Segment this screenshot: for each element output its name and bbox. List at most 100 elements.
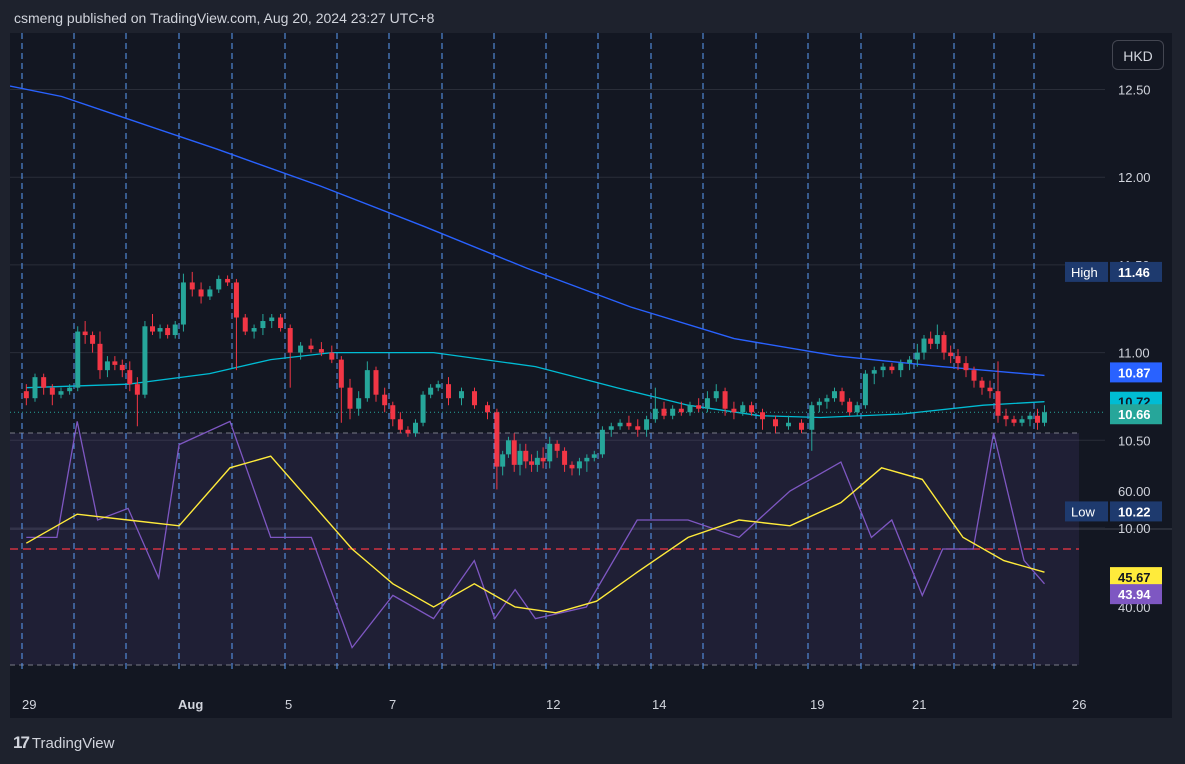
candle-body [576,461,582,469]
candle-body [494,412,500,467]
candle-body [562,450,568,465]
candle-body [298,345,304,353]
candle-body [1011,419,1017,423]
ma-long-line [10,85,1045,377]
ma-short-line [26,351,1045,419]
candle-body [472,391,477,406]
candle-body [269,317,275,322]
candle-body [979,380,985,388]
candle-body [517,450,523,465]
currency-button[interactable]: HKD [1112,40,1164,70]
candle-body [599,429,605,455]
candle-body [1027,415,1033,420]
candle-body [198,289,204,297]
candle-body [635,426,641,430]
candle-body [413,422,418,434]
candle-body [773,419,778,427]
candle-body [921,338,927,353]
candle-body [554,443,560,451]
x-tick-label: Aug [178,697,203,712]
candle-body [941,335,947,353]
candle-body [207,289,213,297]
candle-body [760,412,765,420]
candle-body [569,464,575,469]
candle-body [459,391,464,399]
candle-body [898,363,904,371]
candle-body [591,454,597,458]
candle-body [338,359,344,388]
candle-body [963,363,969,371]
candle-body [260,321,266,329]
candle-body [644,419,650,430]
candle-body [511,440,517,465]
x-tick-label: 19 [810,697,824,712]
candle-body [529,461,535,465]
candle-body [547,443,553,462]
price-tick-label: 10.50 [1118,433,1151,448]
high-label: High [1071,265,1098,280]
candle-body [500,454,506,467]
candle-body [687,405,693,413]
candle-body [678,408,684,413]
footer-brand[interactable]: 17 TradingView [13,733,114,753]
candle-body [329,352,335,360]
candle-body [242,317,248,332]
publish-header: csmeng published on TradingView.com, Aug… [14,10,435,26]
candle-body [356,398,362,409]
candle-body [914,352,920,360]
low-price-tag-box [1110,501,1162,522]
candle-body [41,377,47,388]
candle-body [854,405,860,413]
x-tick-label: 14 [652,697,666,712]
candle-body [308,345,314,350]
candle-body [180,282,186,325]
high-label-box [1065,261,1108,282]
chart-frame: 12.5012.0011.5011.0010.5010.0060.0040.00… [10,33,1172,718]
x-tick-label: 29 [22,697,36,712]
candle-body [786,422,791,427]
candle-body [233,282,239,318]
candle-body [485,405,490,413]
candle-body [435,384,441,388]
candle-body [608,426,614,430]
last-price-tag-box [1110,404,1162,425]
candle-body [617,422,623,427]
candle-body [251,328,257,332]
candle-body [505,440,511,455]
candle-body [862,373,868,406]
last-price-tag: 10.66 [1118,407,1151,422]
candle-body [907,359,913,364]
rsi-value-tag: 43.94 [1118,587,1151,602]
candle-body [713,391,719,399]
candle-body [119,364,125,371]
candle-body [839,391,845,402]
candle-body [995,391,1001,416]
candle-body [112,361,118,365]
candle-body [97,343,103,371]
candle-body [75,331,81,388]
candle-body [832,391,837,399]
candle-body [347,387,353,409]
candle-body [150,326,155,332]
candle-body [661,408,667,416]
candle-body [428,387,434,395]
candle-body [799,422,804,430]
candle-body [1042,412,1047,423]
candle-body [405,429,411,434]
candle-body [847,401,853,413]
candle-body [880,366,886,371]
candle-body [731,408,737,413]
candle-body [142,326,148,395]
candle-body [172,324,178,336]
candle-body [971,370,977,381]
chart-canvas[interactable]: 12.5012.0011.5011.0010.5010.0060.0040.00… [10,33,1172,718]
candle-body [740,405,746,413]
candle-body [165,328,171,336]
candle-body [373,370,379,395]
candle-body [189,282,195,290]
candle-body [287,328,293,353]
price-tick-label: 11.00 [1118,346,1150,361]
candle-body [987,387,993,392]
candle-body [749,405,755,413]
candle-body [626,422,632,427]
